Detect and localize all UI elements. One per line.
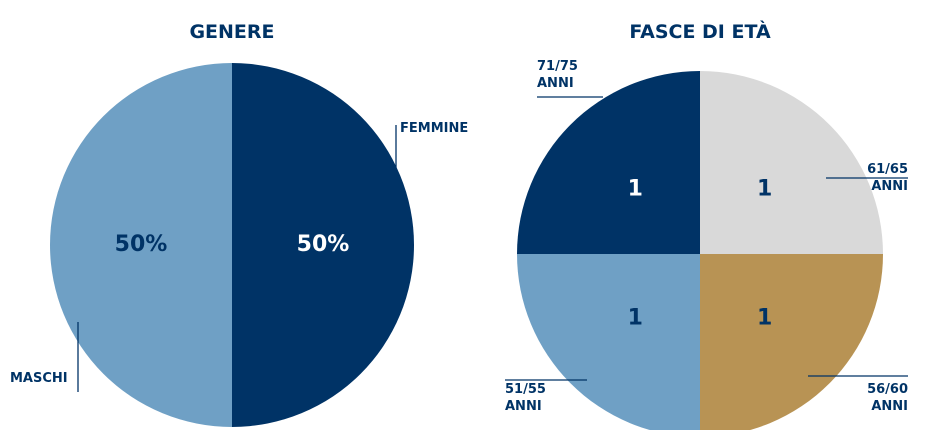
value-label: 50% [115, 232, 168, 257]
chart-title: GENERE [189, 21, 274, 43]
chart-title: FASCE DI ETÀ [629, 20, 771, 43]
category-label-line: ANNI [505, 399, 542, 414]
category-label-line: ANNI [537, 76, 574, 91]
value-label: 1 [628, 306, 643, 331]
category-label: 56/60 ANNI [867, 382, 908, 414]
pie-slice [517, 71, 700, 254]
pie-slice [50, 63, 232, 427]
category-label: 51/55 ANNI [505, 382, 546, 414]
category-label-line: 71/75 [537, 59, 578, 74]
value-label: 1 [757, 306, 772, 331]
pie-slice [700, 254, 883, 430]
category-label: FEMMINE [400, 121, 468, 136]
category-label-line: ANNI [871, 399, 908, 414]
category-label-line: ANNI [871, 179, 908, 194]
pie-slice [232, 63, 414, 427]
category-label: MASCHI [10, 371, 68, 386]
pie-slice [700, 71, 883, 254]
pie-slice [517, 254, 700, 430]
value-label: 50% [297, 232, 350, 257]
category-label-line: 51/55 [505, 382, 546, 397]
category-label-line: 56/60 [867, 382, 908, 397]
category-label: 71/75 ANNI [537, 59, 578, 91]
value-label: 1 [757, 176, 772, 201]
category-label: 61/65 ANNI [867, 162, 908, 194]
value-label: 1 [628, 176, 643, 201]
category-label-line: 61/65 [867, 162, 908, 177]
